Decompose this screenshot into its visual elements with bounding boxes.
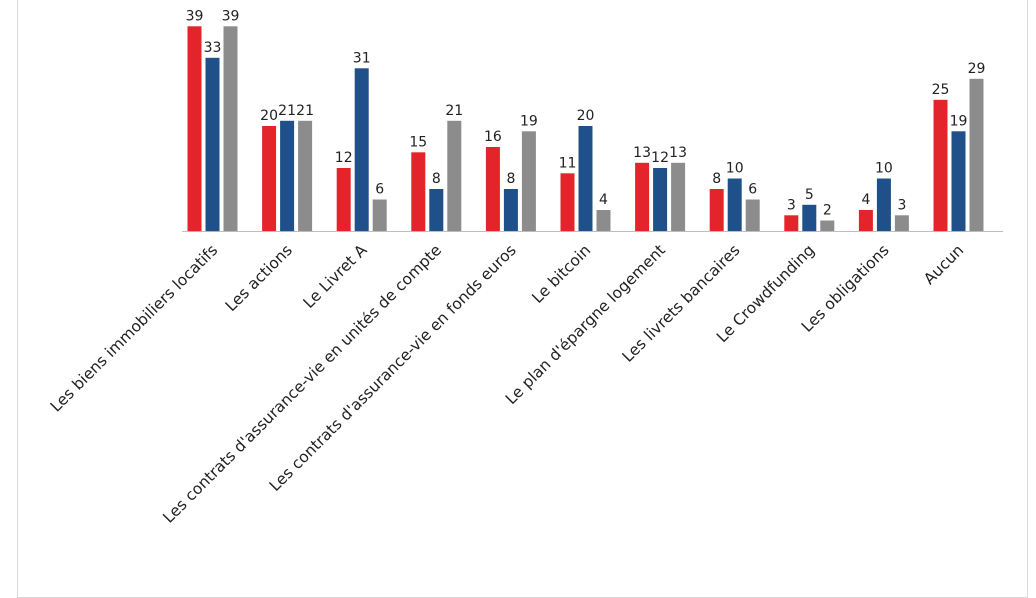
bar-7-series-1 — [635, 162, 650, 232]
data-label-5-series-2: 8 — [506, 171, 515, 187]
bar-3-series-3 — [372, 199, 387, 231]
bar-9-series-2 — [802, 204, 817, 232]
data-label-8-series-3: 6 — [748, 182, 757, 198]
bar-10-series-1 — [858, 210, 873, 231]
data-label-4-series-3: 21 — [445, 103, 463, 119]
data-label-2-series-2: 21 — [278, 103, 296, 119]
data-label-1-series-2: 33 — [204, 40, 222, 56]
data-label-1-series-3: 39 — [222, 8, 240, 24]
bar-5-series-1 — [485, 147, 500, 231]
data-label-6-series-1: 11 — [559, 155, 577, 171]
category-label-2: Les actions — [222, 241, 296, 315]
bar-9-series-1 — [784, 215, 799, 232]
data-label-4-series-2: 8 — [432, 171, 441, 187]
data-label-3-series-2: 31 — [353, 50, 371, 66]
bar-4-series-1 — [411, 152, 426, 232]
data-label-8-series-2: 10 — [726, 161, 744, 177]
data-label-7-series-1: 13 — [633, 145, 651, 161]
bar-11-series-1 — [933, 99, 948, 232]
data-label-6-series-2: 20 — [577, 108, 595, 124]
data-label-1-series-1: 39 — [186, 8, 204, 24]
category-label-3: Le Livret A — [300, 241, 371, 312]
data-label-9-series-2: 5 — [805, 187, 814, 203]
bar-3-series-2 — [354, 68, 369, 232]
bar-6-series-2 — [578, 126, 593, 231]
category-label-4: Les contrats d'assurance-vie en unités d… — [160, 241, 446, 527]
bar-1-series-3 — [223, 26, 238, 232]
category-label-1: Les biens immobiliers locatifs — [47, 241, 222, 416]
data-label-9-series-1: 3 — [787, 197, 796, 213]
data-label-9-series-3: 2 — [823, 203, 832, 219]
bar-5-series-2 — [503, 189, 518, 231]
bar-4-series-3 — [447, 120, 462, 232]
bar-8-series-3 — [745, 199, 760, 231]
data-label-11-series-3: 29 — [968, 61, 986, 77]
bar-11-series-2 — [951, 131, 966, 232]
category-label-5: Les contrats d'assurance-vie en fonds eu… — [266, 241, 520, 495]
data-label-7-series-2: 12 — [651, 150, 669, 166]
data-label-7-series-3: 13 — [669, 145, 687, 161]
data-label-10-series-1: 4 — [861, 192, 870, 208]
bar-1-series-2 — [205, 57, 220, 232]
bar-3-series-1 — [336, 168, 351, 231]
bar-11-series-3 — [969, 78, 984, 232]
bar-6-series-1 — [560, 173, 575, 232]
bar-2-series-2 — [280, 120, 295, 232]
data-label-11-series-1: 25 — [932, 82, 950, 98]
data-label-5-series-1: 16 — [484, 129, 502, 145]
bar-8-series-2 — [727, 178, 742, 231]
bar-2-series-1 — [262, 126, 277, 231]
data-label-10-series-2: 10 — [875, 161, 893, 177]
bar-10-series-3 — [894, 215, 909, 232]
category-label-6: Le bitcoin — [528, 241, 594, 307]
data-label-8-series-1: 8 — [712, 171, 721, 187]
data-label-11-series-2: 19 — [950, 113, 968, 129]
category-label-11: Aucun — [920, 241, 967, 288]
bar-10-series-2 — [876, 178, 891, 231]
data-label-10-series-3: 3 — [897, 197, 906, 213]
bar-6-series-3 — [596, 210, 611, 231]
data-label-2-series-3: 21 — [296, 103, 314, 119]
data-label-2-series-1: 20 — [260, 108, 278, 124]
bar-9-series-3 — [820, 220, 835, 231]
data-label-5-series-3: 19 — [520, 113, 538, 129]
bar-5-series-3 — [521, 131, 536, 232]
bar-7-series-3 — [671, 162, 686, 232]
bar-1-series-1 — [187, 26, 202, 232]
bar-7-series-2 — [653, 168, 668, 231]
chart-frame — [17, 0, 1028, 598]
bar-4-series-2 — [429, 189, 444, 231]
data-label-3-series-1: 12 — [335, 150, 353, 166]
bar-8-series-1 — [709, 189, 724, 231]
bar-2-series-3 — [298, 120, 313, 232]
data-label-6-series-3: 4 — [599, 192, 608, 208]
category-label-7: Le plan d'épargne logement — [502, 241, 669, 408]
data-label-3-series-3: 6 — [375, 182, 384, 198]
data-label-4-series-1: 15 — [409, 134, 427, 150]
